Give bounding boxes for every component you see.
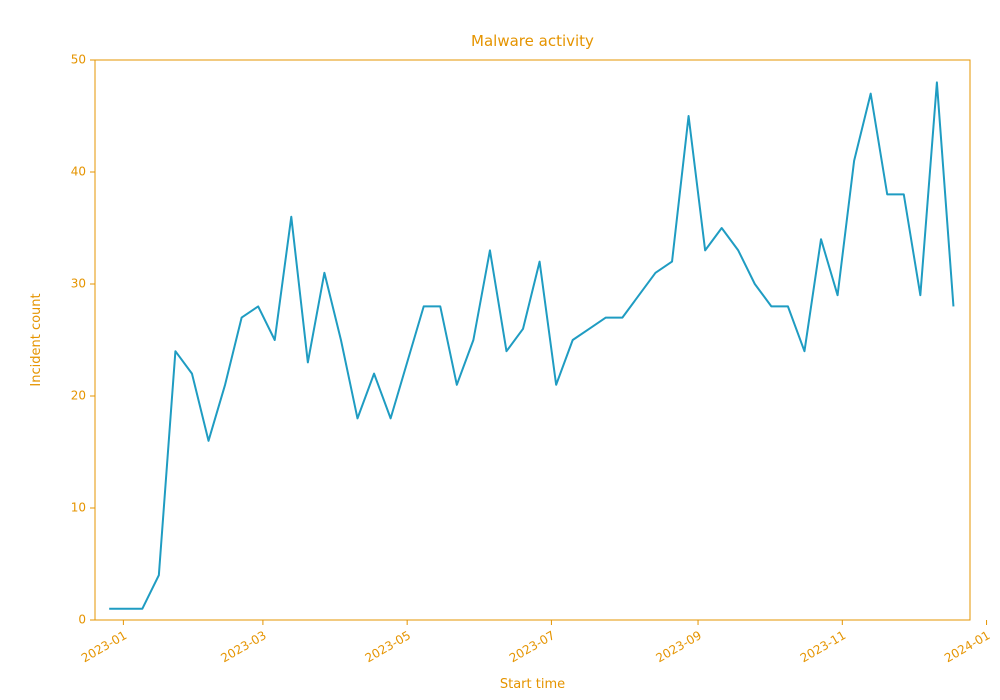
y-axis-label: Incident count	[29, 293, 44, 386]
chart-container: 010203040502023-012023-032023-052023-072…	[0, 0, 1000, 700]
y-tick-label: 50	[71, 53, 86, 67]
x-axis-label: Start time	[500, 677, 565, 692]
y-tick-label: 30	[71, 277, 86, 291]
y-tick-label: 40	[71, 165, 86, 179]
y-tick-label: 20	[71, 389, 86, 403]
chart-title: Malware activity	[471, 32, 594, 50]
line-chart: 010203040502023-012023-032023-052023-072…	[0, 0, 1000, 700]
y-tick-label: 10	[71, 501, 86, 515]
y-tick-label: 0	[78, 613, 86, 627]
